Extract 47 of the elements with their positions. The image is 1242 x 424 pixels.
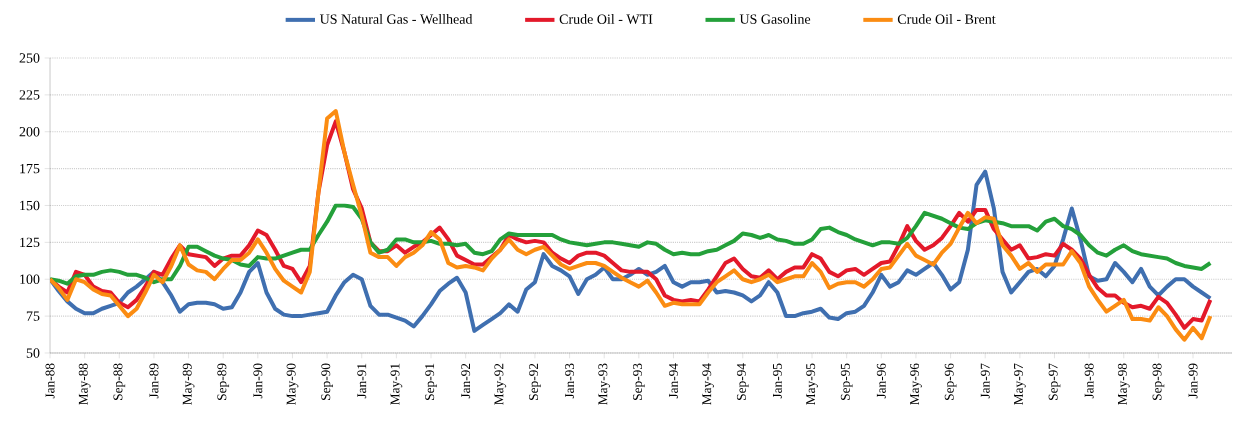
x-tick-label: Sep-93 bbox=[633, 363, 645, 400]
x-tick-label: Jan-99 bbox=[1188, 363, 1198, 399]
x-tick-label: Jan-95 bbox=[772, 363, 782, 399]
x-tick-label: Sep-91 bbox=[425, 363, 437, 400]
x-tick-label: May-88 bbox=[78, 363, 91, 405]
x-tick-label: Jan-98 bbox=[1084, 363, 1094, 399]
x-tick-label: Jan-93 bbox=[565, 363, 575, 399]
legend-label: Crude Oil - WTI bbox=[559, 14, 653, 24]
x-tick-label: May-95 bbox=[806, 363, 818, 405]
x-tick-label: Sep-92 bbox=[529, 363, 541, 400]
x-tick-label: Sep-98 bbox=[1152, 363, 1165, 400]
y-tick-label: 75 bbox=[26, 311, 40, 321]
x-tick-label: May-90 bbox=[286, 363, 299, 405]
x-tick-label: May-92 bbox=[494, 363, 507, 405]
x-tick-label: Jan-90 bbox=[253, 363, 263, 399]
x-tick-label: Jan-97 bbox=[980, 363, 990, 399]
x-tick-label: May-89 bbox=[182, 363, 195, 405]
x-tick-label: Sep-90 bbox=[321, 363, 333, 400]
x-tick-label: Jan-94 bbox=[669, 363, 678, 399]
x-tick-label: Jan-96 bbox=[876, 363, 886, 399]
x-tick-label: Sep-88 bbox=[113, 363, 126, 400]
x-tick-label: Jan-89 bbox=[149, 363, 159, 399]
y-tick-label: 225 bbox=[19, 90, 40, 100]
x-tick-label: Sep-96 bbox=[944, 363, 957, 400]
x-tick-label: May-98 bbox=[1117, 363, 1130, 405]
y-tick-label: 100 bbox=[20, 274, 40, 284]
y-tick-label: 150 bbox=[20, 200, 40, 211]
y-tick-label: 50 bbox=[26, 348, 40, 358]
x-tick-label: Jan-91 bbox=[357, 363, 367, 399]
x-tick-label: Sep-95 bbox=[840, 363, 853, 400]
y-tick-label: 250 bbox=[19, 53, 40, 63]
x-tick-label: Sep-97 bbox=[1048, 363, 1061, 400]
y-tick-label: 200 bbox=[19, 127, 40, 137]
x-tick-label: May-97 bbox=[1014, 363, 1026, 405]
x-tick-label: Jan-88 bbox=[45, 363, 55, 399]
x-tick-label: May-94 bbox=[702, 363, 714, 405]
x-tick-label: Jan-92 bbox=[461, 363, 471, 399]
legend-label: Crude Oil - Brent bbox=[897, 14, 996, 24]
legend-label: US Natural Gas - Wellhead bbox=[319, 14, 473, 24]
x-tick-label: May-91 bbox=[390, 363, 403, 405]
legend-label: US Gasoline bbox=[739, 14, 811, 24]
x-tick-label: Sep-94 bbox=[736, 363, 749, 400]
x-tick-label: May-93 bbox=[598, 363, 611, 405]
x-tick-label: May-96 bbox=[910, 363, 922, 405]
x-tick-label: Sep-89 bbox=[217, 363, 230, 400]
y-tick-label: 175 bbox=[20, 163, 40, 174]
y-tick-label: 125 bbox=[20, 237, 40, 248]
